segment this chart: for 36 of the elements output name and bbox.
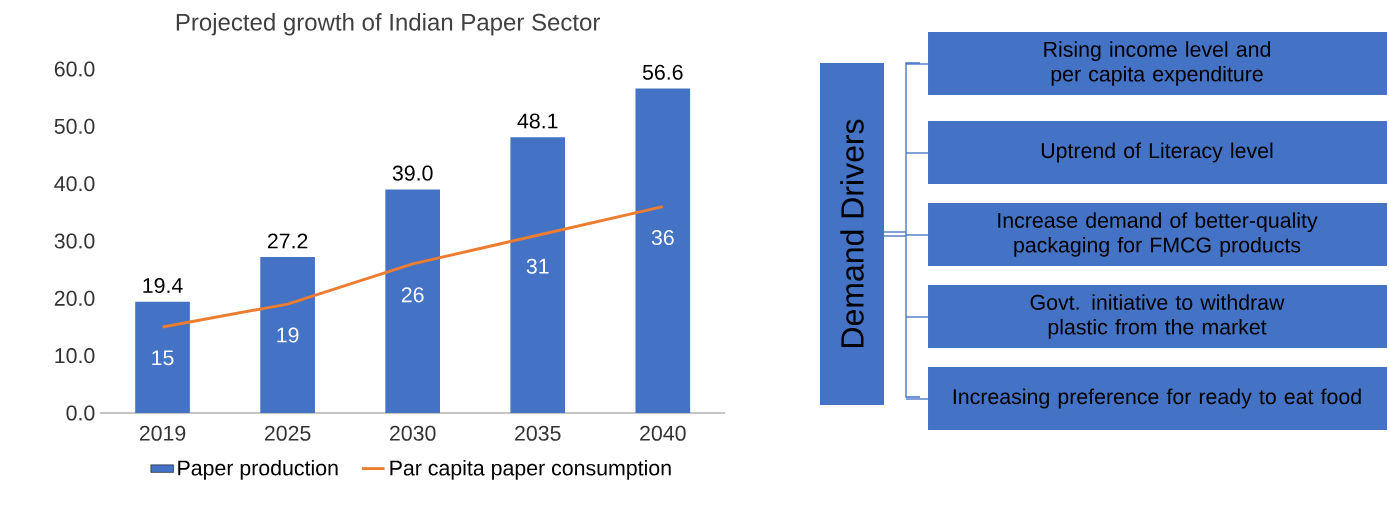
data-label: 36 bbox=[651, 229, 674, 246]
legend-label: Paper production bbox=[178, 459, 338, 480]
x-tick-label: 2040 bbox=[640, 425, 686, 441]
y-tick-label: 60.0 bbox=[54, 61, 95, 77]
text: Increasing preference for ready to eat food bbox=[953, 388, 1361, 409]
bar bbox=[635, 88, 691, 413]
y-tick-label: 30.0 bbox=[54, 233, 95, 249]
data-label: 26 bbox=[401, 287, 424, 303]
legend-label: Par capita paper consumption bbox=[390, 459, 671, 480]
x-tick-label: 2019 bbox=[139, 425, 186, 441]
x-tick-label: 2035 bbox=[515, 425, 561, 441]
bar bbox=[385, 189, 440, 413]
text: Increase demand of better-quality packaging for FMCG products bbox=[998, 212, 1318, 257]
data-label: 27.2 bbox=[267, 233, 308, 249]
data-label: 48.1 bbox=[517, 113, 558, 129]
chart-title: Projected growth of Indian Paper Sector bbox=[176, 13, 600, 36]
data-label: 56.6 bbox=[642, 64, 683, 80]
y-tick-label: 50.0 bbox=[54, 118, 95, 134]
data-label: 39.0 bbox=[392, 165, 433, 181]
x-tick-label: 2025 bbox=[264, 425, 311, 441]
text: Uptrend of Literacy level bbox=[1041, 142, 1273, 163]
data-label: 19.4 bbox=[143, 277, 183, 294]
x-tick-label: 2030 bbox=[390, 425, 436, 441]
data-label: 19 bbox=[277, 327, 299, 343]
y-tick-label: 20.0 bbox=[54, 290, 95, 306]
text: Rising income level and per capita expenditure bbox=[1044, 41, 1270, 86]
bar bbox=[135, 301, 190, 413]
y-tick-label: 10.0 bbox=[55, 348, 95, 364]
bar bbox=[510, 137, 566, 413]
text: Govt. initiative to withdraw plastic from the market bbox=[1030, 294, 1285, 339]
y-tick-label: 40.0 bbox=[54, 176, 95, 192]
data-label: 15 bbox=[152, 350, 174, 366]
data-label: 31 bbox=[526, 258, 549, 274]
y-tick-label: 0.0 bbox=[66, 405, 95, 421]
bar bbox=[260, 257, 315, 413]
text: Demand Drivers bbox=[840, 119, 864, 347]
